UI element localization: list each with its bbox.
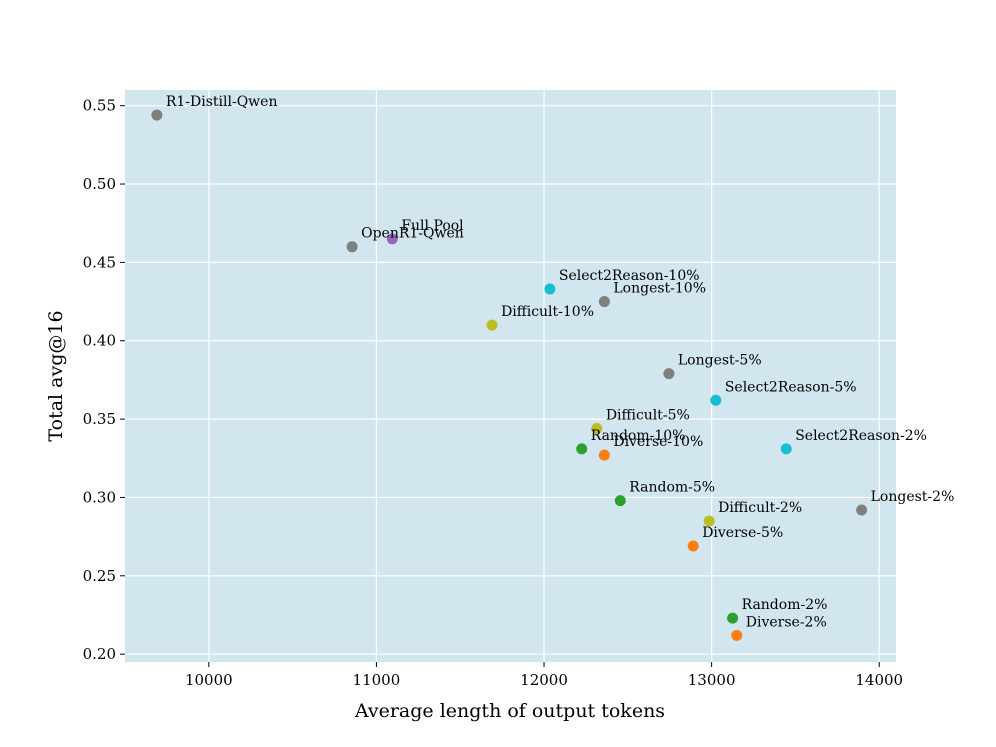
data-point: [856, 504, 868, 516]
y-tick-label: 0.20: [83, 645, 116, 663]
x-tick-label: 13000: [688, 671, 736, 689]
data-point-label: Random-2%: [742, 597, 828, 613]
x-tick-label: 12000: [520, 671, 568, 689]
data-point-label: Longest-10%: [613, 281, 706, 297]
y-axis-label: Total avg@16: [45, 310, 67, 441]
data-point: [386, 233, 398, 245]
data-point-label: Difficult-2%: [718, 500, 802, 516]
data-point-label: Longest-2%: [871, 489, 955, 505]
y-tick-label: 0.50: [83, 175, 116, 193]
data-point-label: Difficult-5%: [606, 407, 690, 423]
data-point: [544, 283, 556, 295]
plot-background: [125, 90, 896, 662]
data-point: [151, 109, 163, 121]
data-point: [576, 443, 588, 455]
data-points: [151, 109, 868, 641]
y-tick-label: 0.55: [83, 97, 116, 115]
data-point: [727, 612, 739, 624]
axes: 10000 11000 12000 13000 14000 0.20 0.25 0.30 0.3…: [83, 97, 904, 689]
data-point-label: OpenR1-Qwen: [361, 226, 464, 242]
data-point-label: Full Pool: [401, 218, 464, 234]
grid-lines: [125, 90, 896, 662]
data-point: [780, 443, 792, 455]
data-point: [710, 394, 722, 406]
data-point: [687, 540, 699, 552]
data-point: [346, 241, 358, 253]
data-point-label: Diverse-10%: [613, 434, 703, 450]
data-point: [486, 319, 498, 331]
y-tick-label: 0.40: [83, 332, 116, 350]
data-point-label: Random-5%: [629, 480, 715, 496]
y-tick-label: 0.45: [83, 253, 116, 271]
data-point: [703, 515, 715, 527]
data-point-label: R1-Distill-Qwen: [166, 94, 278, 110]
data-point-label: Random-10%: [591, 428, 686, 444]
data-point-label: Select2Reason-10%: [559, 268, 700, 284]
y-tick-label: 0.25: [83, 567, 116, 585]
data-point: [731, 629, 743, 641]
data-point: [598, 296, 610, 308]
data-point-label: Longest-5%: [678, 353, 762, 369]
data-point: [614, 495, 626, 507]
data-point: [598, 449, 610, 461]
x-axis-label: Average length of output tokens: [354, 700, 665, 722]
data-point-label: Diverse-5%: [702, 525, 783, 541]
x-tick-label: 10000: [185, 671, 233, 689]
y-tick-label: 0.30: [83, 488, 116, 506]
data-point: [663, 368, 675, 380]
x-tick-label: 11000: [353, 671, 401, 689]
y-tick-label: 0.35: [83, 410, 116, 428]
data-point-label: Select2Reason-2%: [795, 428, 927, 444]
data-point-label: Diverse-2%: [746, 614, 827, 630]
data-point-label: Difficult-10%: [501, 304, 594, 320]
data-point-label: Select2Reason-5%: [725, 379, 857, 395]
x-tick-label: 14000: [855, 671, 903, 689]
data-point: [591, 422, 603, 434]
